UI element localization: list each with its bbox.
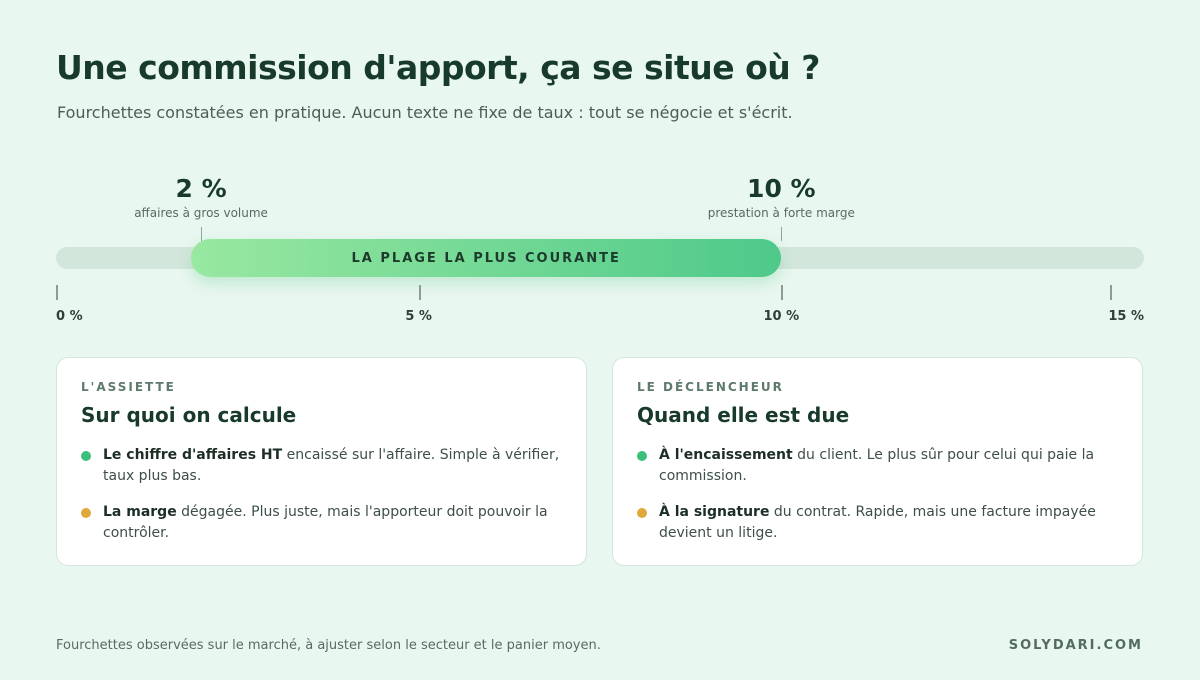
- card-eyebrow: LE DÉCLENCHEUR: [637, 380, 784, 394]
- common-range-bar: LA PLAGE LA PLUS COURANTE: [191, 239, 782, 277]
- card-title: Sur quoi on calcule: [81, 403, 297, 427]
- item-lead: La marge: [103, 504, 177, 520]
- amber-dot-icon: [637, 508, 647, 518]
- marker-high-caption: prestation à forte marge: [707, 206, 855, 220]
- amber-dot-icon: [81, 508, 91, 518]
- card-declencheur: LE DÉCLENCHEUR Quand elle est due À l'en…: [612, 357, 1143, 566]
- axis-label-0: 0 %: [56, 309, 83, 324]
- green-dot-icon: [81, 451, 91, 461]
- card-assiette: L'ASSIETTE Sur quoi on calcule Le chiffr…: [56, 357, 587, 566]
- item-text: du contrat. Rapide, mais une facture imp…: [659, 504, 1096, 541]
- marker-high-value: 10 %: [747, 174, 816, 203]
- axis-tick-15: [1110, 285, 1112, 300]
- axis-label-5: 5 %: [405, 309, 432, 324]
- item-text: du client. Le plus sûr pour celui qui pa…: [659, 447, 1095, 484]
- axis-label-10: 10 %: [763, 309, 800, 324]
- common-range-label: LA PLAGE LA PLUS COURANTE: [351, 250, 621, 266]
- marker-low-caption: affaires à gros volume: [134, 206, 268, 220]
- item-text: encaissé sur l'affaire. Simple à vérifie…: [103, 447, 560, 484]
- item-text: dégagée. Plus juste, mais l'apporteur do…: [103, 504, 548, 541]
- item-lead: À l'encaissement: [659, 447, 793, 463]
- brand-link[interactable]: SOLYDARI.COM: [1008, 638, 1143, 653]
- list-item: À la signature du contrat. Rapide, mais …: [637, 502, 1118, 544]
- footnote: Fourchettes observées sur le marché, à a…: [56, 638, 601, 653]
- card-list: Le chiffre d'affaires HT encaissé sur l'…: [81, 445, 562, 544]
- marker-low: 2 % affaires à gros volume: [134, 174, 268, 220]
- item-lead: Le chiffre d'affaires HT: [103, 447, 283, 463]
- marker-high: 10 % prestation à forte marge: [708, 174, 855, 220]
- axis-label-15: 15 %: [1108, 309, 1144, 324]
- card-eyebrow: L'ASSIETTE: [81, 380, 176, 394]
- axis-tick-5: [418, 285, 421, 300]
- axis-tick-0: [56, 285, 58, 300]
- list-item: Le chiffre d'affaires HT encaissé sur l'…: [81, 445, 562, 487]
- green-dot-icon: [637, 451, 647, 461]
- marker-low-tick: [201, 227, 203, 241]
- list-item: À l'encaissement du client. Le plus sûr …: [637, 445, 1118, 487]
- item-lead: À la signature: [659, 504, 770, 520]
- card-title: Quand elle est due: [637, 403, 850, 427]
- list-item: La marge dégagée. Plus juste, mais l'app…: [81, 502, 562, 544]
- marker-low-value: 2 %: [175, 174, 227, 203]
- page-title: Une commission d'apport, ça se situe où …: [56, 48, 820, 87]
- axis-tick-10: [781, 285, 784, 300]
- page-subtitle: Fourchettes constatées en pratique. Aucu…: [57, 103, 793, 122]
- card-list: À l'encaissement du client. Le plus sûr …: [637, 445, 1118, 544]
- marker-high-tick: [781, 227, 783, 241]
